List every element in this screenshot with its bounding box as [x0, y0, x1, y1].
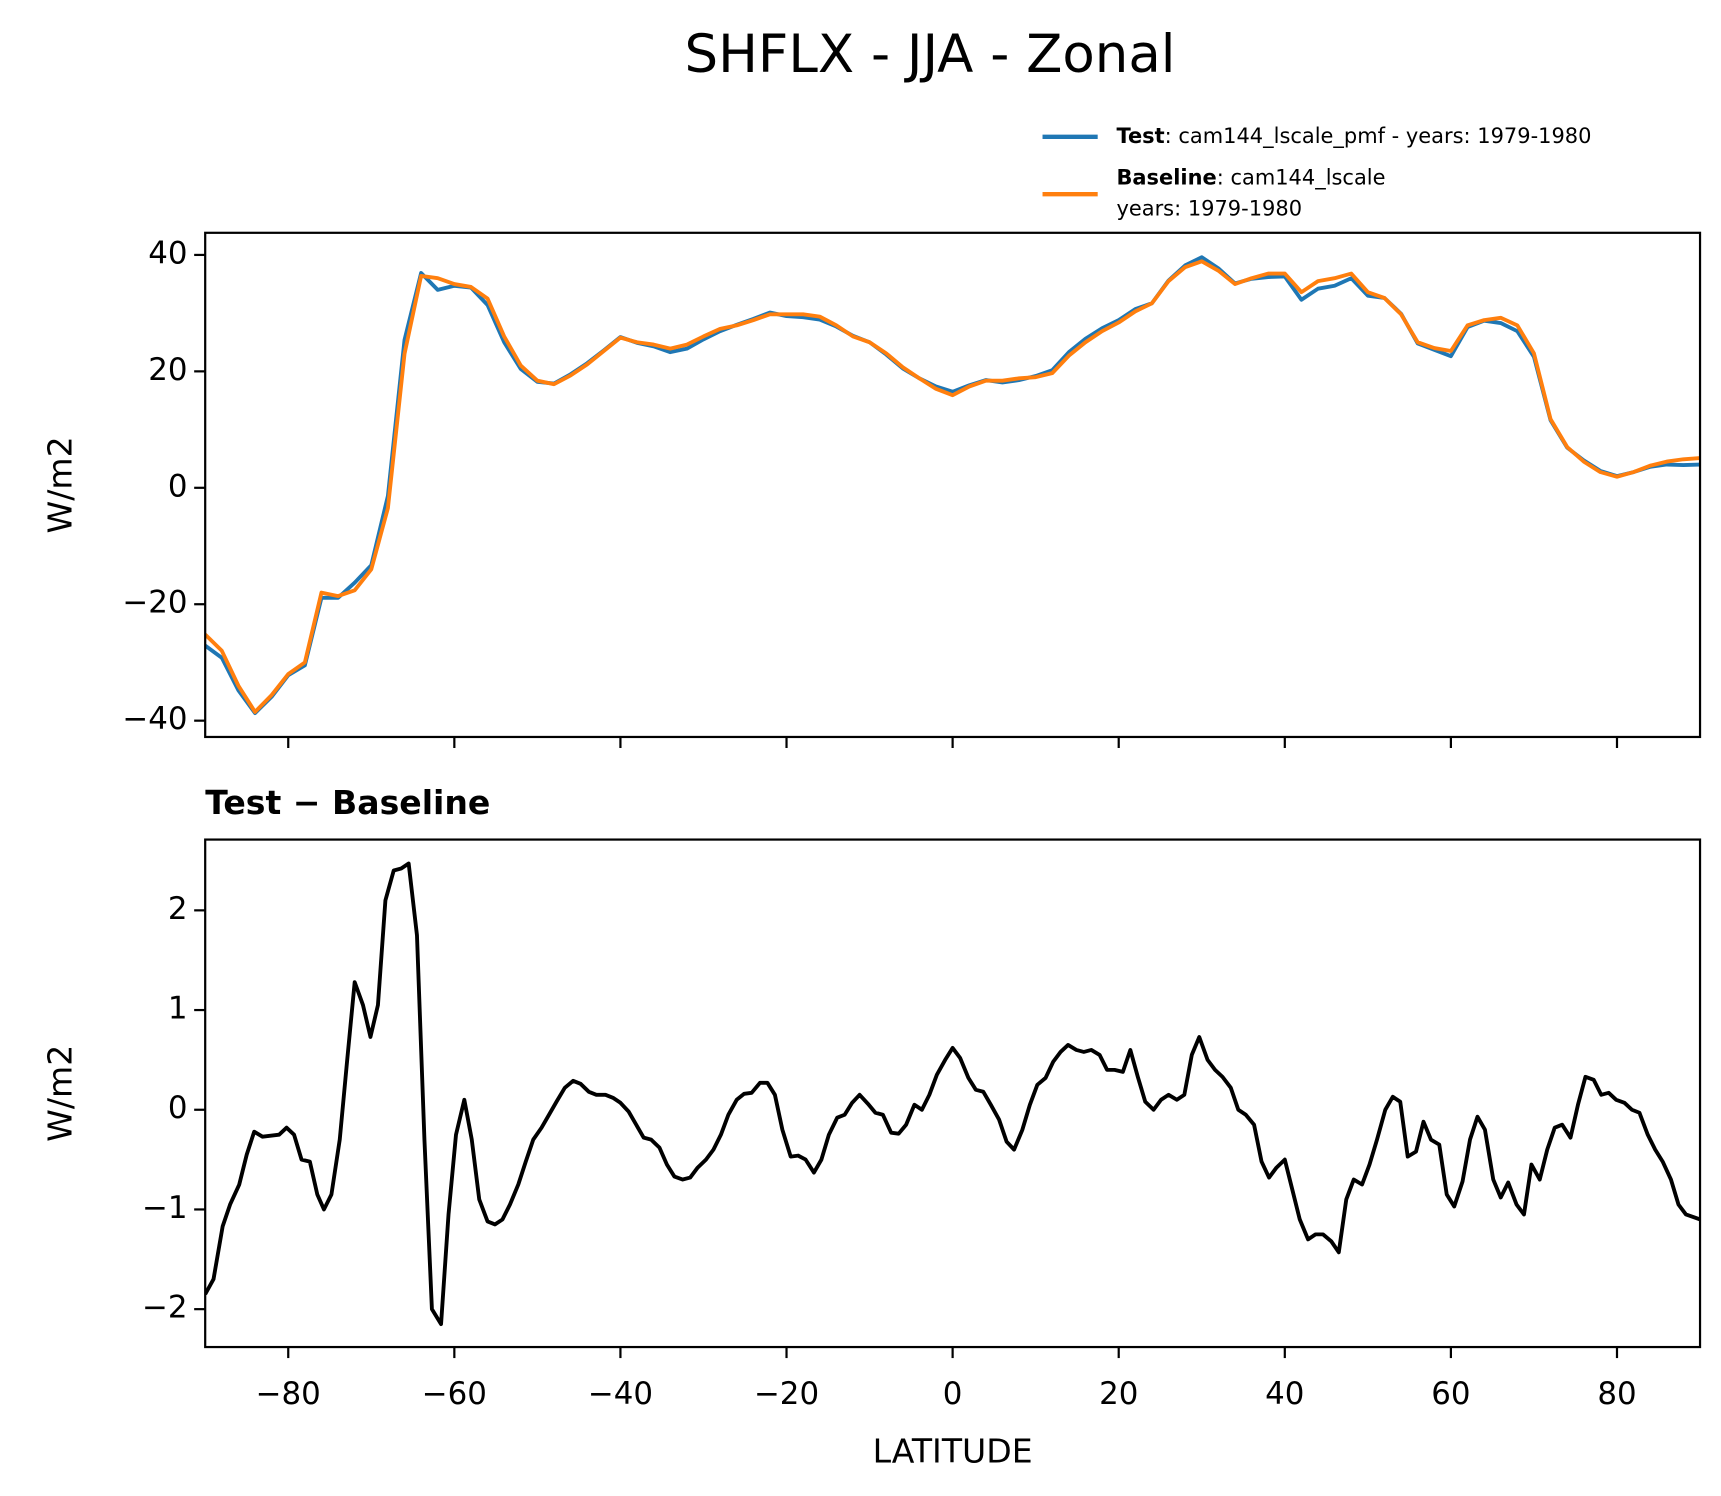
y-tick-label: 20: [148, 352, 187, 388]
legend-text: : cam144_lscale: [1217, 166, 1386, 191]
x-tick-label: −40: [588, 1376, 653, 1412]
x-axis-label: LATITUDE: [873, 1431, 1033, 1470]
legend-name: Baseline: [1116, 166, 1216, 190]
axes-frame: [204, 231, 1702, 739]
y-tick-label: 40: [148, 235, 187, 271]
y-tick-label: 0: [168, 1090, 188, 1126]
x-tick-label: 80: [1597, 1376, 1636, 1412]
x-tick-label: 0: [943, 1376, 963, 1412]
x-tick-label: −20: [754, 1376, 819, 1412]
x-tick-label: 40: [1265, 1376, 1304, 1412]
y-tick-label: −40: [122, 701, 187, 737]
plot-area: [205, 861, 1701, 1327]
y-tick-label: −2: [142, 1290, 188, 1326]
x-tick-label: 60: [1431, 1376, 1470, 1412]
x-tick-label: −60: [422, 1376, 487, 1412]
axes-frame: [204, 838, 1702, 1349]
y-tick-label: 0: [168, 468, 188, 504]
y-tick-label: 1: [168, 991, 188, 1027]
legend-label: years: 1979-1980: [1116, 197, 1302, 221]
y-tick-label: 2: [168, 891, 188, 927]
y-tick-label: −20: [122, 585, 187, 621]
data-line: [205, 861, 1701, 1327]
legend-text: : cam144_lscale_pmf - years: 1979-1980: [1165, 124, 1592, 149]
x-tick-label: −80: [256, 1376, 321, 1412]
y-axis-label: W/m2: [40, 436, 79, 533]
x-tick-label: 20: [1099, 1376, 1138, 1412]
figure-title: SHFLX - JJA - Zonal: [685, 24, 1176, 85]
data-line: [205, 259, 1701, 714]
legend-label: Baseline: cam144_lscale: [1116, 166, 1385, 191]
plot-area: [205, 255, 1701, 716]
subplot-title: Test − Baseline: [205, 783, 490, 822]
y-tick-label: −1: [142, 1190, 188, 1226]
data-line: [205, 255, 1701, 716]
legend-name: Test: [1116, 124, 1164, 148]
y-axis-label: W/m2: [40, 1045, 79, 1142]
legend-label: Test: cam144_lscale_pmf - years: 1979-19…: [1116, 124, 1591, 149]
